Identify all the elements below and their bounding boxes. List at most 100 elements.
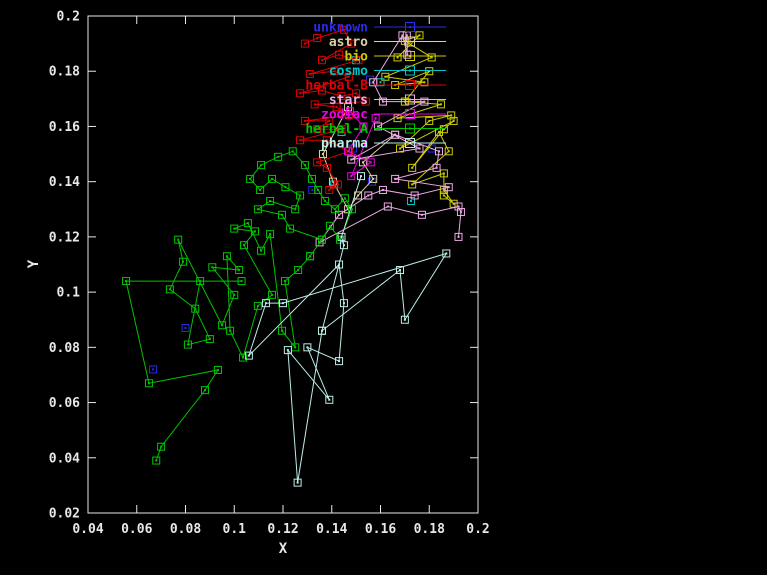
data-point-dot [439,103,442,106]
data-point-dot [428,70,431,73]
data-point-marker [300,116,309,125]
x-tick-label: 0.1 [223,522,247,537]
data-point-dot [260,164,263,167]
data-point-marker [439,169,448,178]
data-point-marker [325,395,334,404]
data-point-marker [456,208,465,217]
data-point-marker [314,185,323,194]
legend-label-stars: stars [329,93,368,108]
data-point-marker [240,241,248,250]
data-point-dot [342,244,345,247]
data-point-marker [420,78,429,87]
data-point-dot [396,56,399,59]
data-point-dot [321,153,324,156]
data-point-dot [381,100,384,103]
data-point-dot [155,459,158,462]
data-point-dot [401,34,404,37]
data-point-dot [160,445,163,448]
data-point-marker [279,299,287,308]
data-point-marker [318,235,326,244]
legend-marker-herbal-B [405,80,415,90]
data-point-dot [406,53,409,56]
series-stars [315,31,465,247]
data-point-marker [296,89,305,98]
data-point-marker [344,72,353,81]
data-point-marker [415,144,424,153]
data-point-marker [436,100,445,109]
data-point-marker [447,111,456,120]
data-point-dot [403,318,406,321]
data-point-dot [242,356,245,359]
data-point-marker [230,224,239,233]
data-point-dot [249,177,252,180]
data-point-marker [367,177,376,186]
data-point-marker [393,53,402,62]
data-point-dot [338,213,341,216]
data-point-dot [340,128,343,131]
data-point-marker [218,321,227,330]
data-point-marker [237,277,246,286]
data-point-dot [347,75,350,78]
data-point-marker [369,78,378,87]
y-tick-label: 0.18 [49,65,80,80]
series-herbal-B [296,25,370,194]
data-point-marker [286,224,295,233]
series-line-zodiac [347,110,377,178]
data-point-marker [318,150,327,159]
data-point-dot [442,172,445,175]
data-point-marker [246,174,255,183]
data-point-dot [194,307,197,310]
data-point-dot [340,95,343,98]
data-point-dot [294,208,297,211]
data-point-dot [394,133,397,136]
axis-tick-labels: 0.04 0.06 0.08 0.1 0.12 0.14 0.16 0.18 0.20.020.… [49,10,490,538]
data-point-dot [361,161,364,164]
data-point-dot [347,150,350,153]
data-point-dot [256,304,259,307]
data-point-dot [303,119,306,122]
data-point-dot [204,389,206,392]
legend-marker-cosmo [405,65,415,76]
data-point-dot [233,293,236,296]
x-axis-label: X [279,541,288,557]
data-point-dot [347,114,350,117]
data-point-dot [325,166,328,169]
x-tick-label: 0.18 [414,522,445,537]
data-point-marker [266,196,275,205]
data-point-dot [350,175,353,178]
data-point-dot [321,89,323,92]
data-point-dot [184,327,187,330]
legend-item-cosmo: cosmo [329,64,446,79]
legend: unknownastrobiocosmoherbal-Bstarszodiach… [305,21,446,152]
data-point-marker [415,31,424,40]
data-point-marker [439,125,448,134]
data-point-dot [381,188,384,191]
legend-label-herbal-B: herbal-B [305,79,368,94]
data-point-marker [340,194,349,203]
data-point-dot [311,188,314,191]
data-point-marker [157,442,166,451]
data-point-dot [438,150,440,153]
data-point-marker [179,257,188,266]
data-point-marker [398,31,407,40]
data-point-dot [367,194,370,197]
data-point-dot [168,288,171,291]
data-point-dot [256,208,259,211]
data-point-dot [340,130,343,133]
data-point-dot [355,92,358,95]
data-point-marker [332,103,341,112]
data-point-dot [271,293,274,296]
data-point-marker [454,232,463,241]
data-point-dot [211,266,214,269]
data-point-dot [338,263,341,266]
data-point-dot [347,106,350,109]
data-point-marker [337,232,346,241]
data-point-dot [321,238,323,241]
data-point-dot [418,34,421,37]
y-axis-label: Y [26,259,42,268]
data-point-marker [383,202,392,211]
data-point-dot [282,302,284,305]
data-point-marker [325,116,334,125]
data-point-marker [369,174,378,183]
data-point-dot [291,150,294,153]
